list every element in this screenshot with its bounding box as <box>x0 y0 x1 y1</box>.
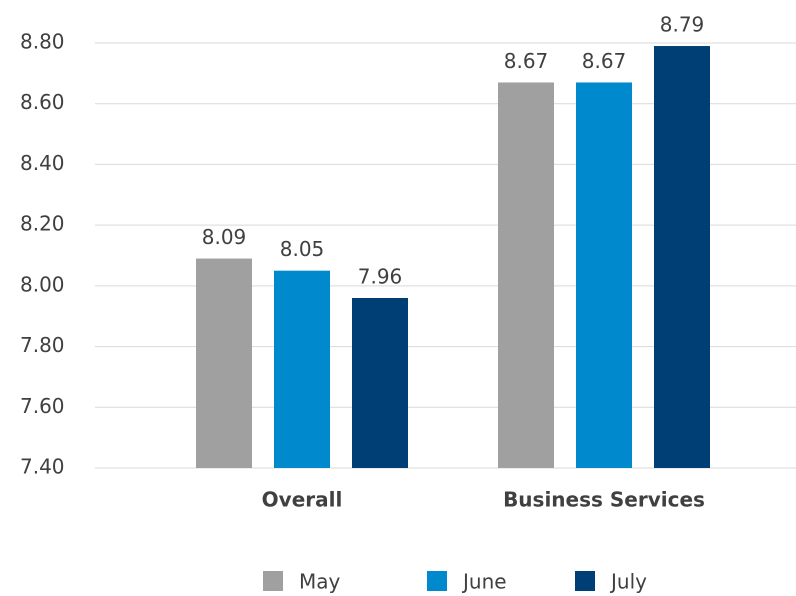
bar <box>352 298 408 468</box>
legend-swatch <box>263 571 283 591</box>
data-label: 8.79 <box>660 13 705 37</box>
legend-label: May <box>299 570 341 594</box>
bar <box>498 82 554 468</box>
y-tick-label: 7.40 <box>20 455 65 479</box>
bar <box>576 82 632 468</box>
legend-swatch <box>575 571 595 591</box>
bar <box>274 270 330 468</box>
legend-label: June <box>461 570 507 594</box>
x-tick-label: Overall <box>262 488 343 512</box>
y-tick-label: 8.80 <box>20 30 65 54</box>
legend-swatch <box>427 571 447 591</box>
data-label: 8.67 <box>504 49 549 73</box>
bar <box>196 258 252 468</box>
bar <box>654 46 710 469</box>
x-tick-label: Business Services <box>503 488 705 512</box>
data-label: 8.05 <box>280 237 325 261</box>
y-tick-label: 7.80 <box>20 333 65 357</box>
data-label: 7.96 <box>358 265 403 289</box>
y-tick-label: 8.00 <box>20 272 65 296</box>
data-label: 8.09 <box>202 225 247 249</box>
legend-label: July <box>609 570 647 594</box>
y-tick-label: 8.20 <box>20 212 65 236</box>
y-tick-label: 8.60 <box>20 90 65 114</box>
y-tick-label: 8.40 <box>20 151 65 175</box>
data-label: 8.67 <box>582 49 627 73</box>
y-tick-label: 7.60 <box>20 394 65 418</box>
